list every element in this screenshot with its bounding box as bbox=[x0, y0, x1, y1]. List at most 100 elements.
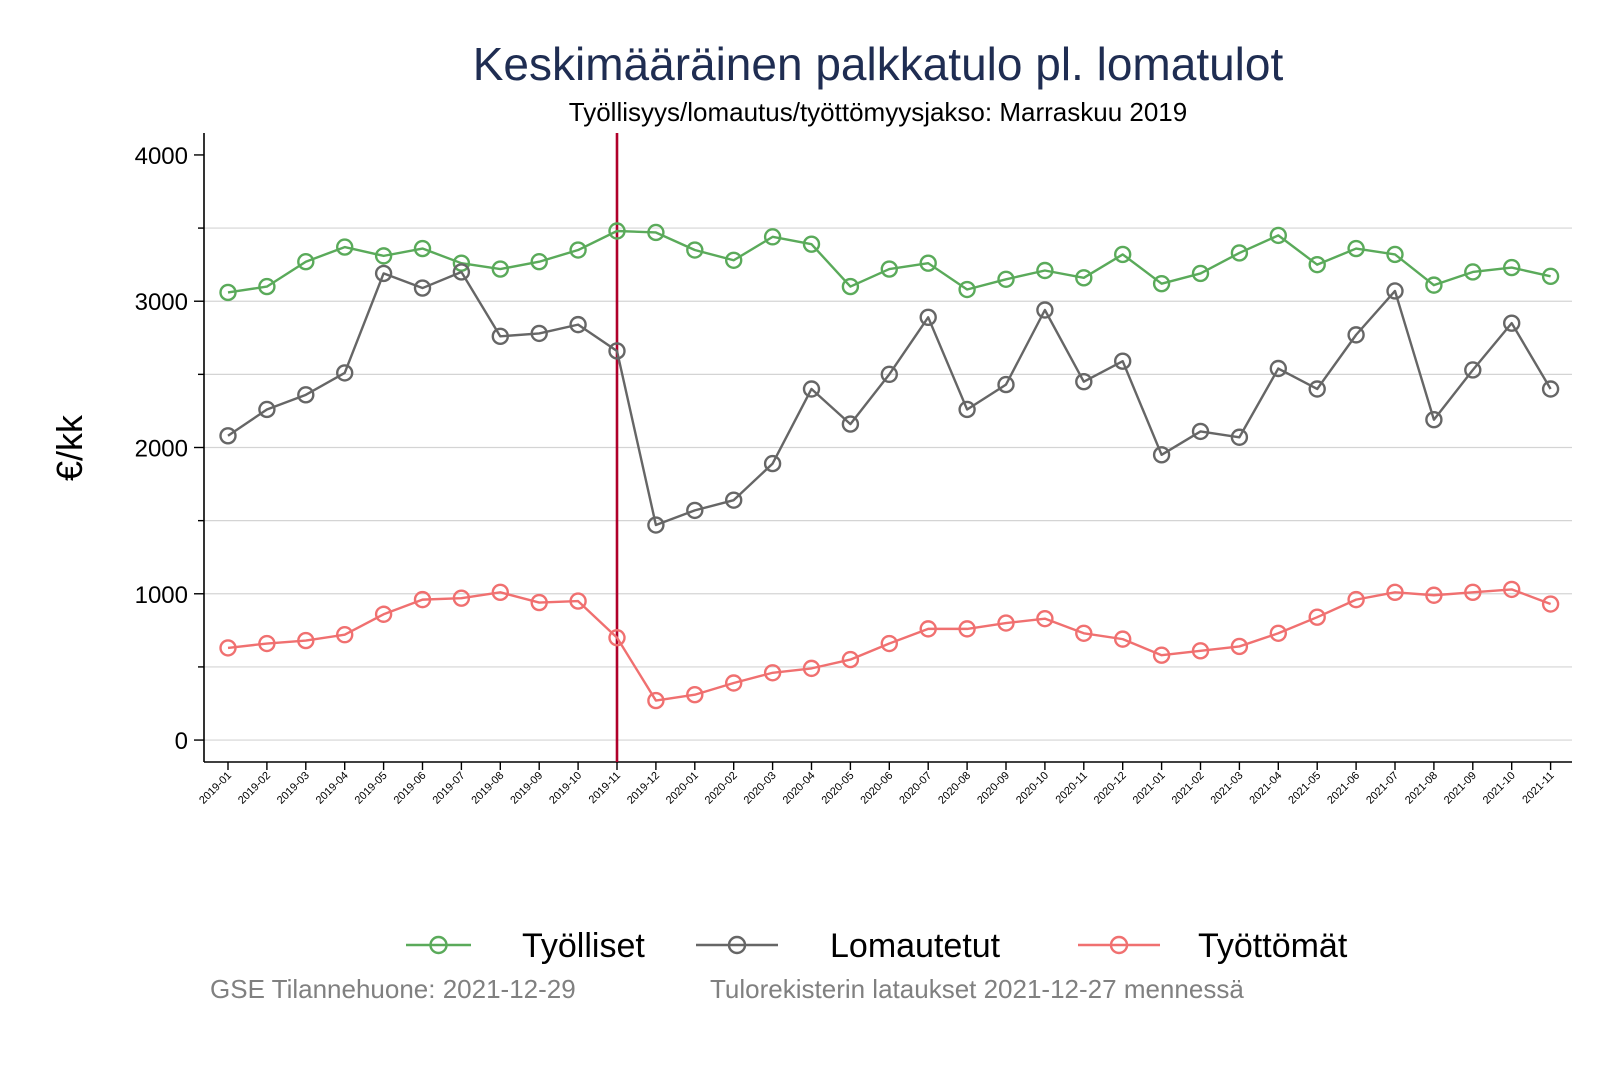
data-point bbox=[1308, 380, 1326, 398]
series-1 bbox=[219, 263, 1560, 534]
x-tick-label: 2019-12 bbox=[625, 770, 662, 807]
x-tick-label: 2021-11 bbox=[1520, 770, 1556, 806]
data-point bbox=[1464, 361, 1482, 379]
x-tick-label: 2019-01 bbox=[197, 770, 234, 807]
data-point bbox=[1425, 586, 1443, 604]
data-point bbox=[1152, 646, 1171, 664]
data-point bbox=[1541, 267, 1560, 286]
x-tick-label: 2019-09 bbox=[508, 770, 545, 807]
data-point bbox=[491, 327, 509, 346]
data-point bbox=[1075, 269, 1093, 287]
data-point bbox=[958, 280, 976, 299]
y-axis-label: €/kk bbox=[49, 414, 90, 481]
x-tick-label: 2021-06 bbox=[1325, 770, 1362, 807]
series-group bbox=[219, 222, 1560, 710]
x-tick-label: 2020-11 bbox=[1053, 770, 1089, 806]
x-tick-label: 2020-04 bbox=[781, 770, 818, 807]
data-point bbox=[374, 264, 393, 283]
y-axis-ticks: 0 1000 2000 3000 4000 bbox=[135, 143, 204, 755]
data-point bbox=[1152, 274, 1171, 293]
data-point bbox=[919, 620, 937, 638]
data-point bbox=[1113, 352, 1132, 370]
data-point bbox=[1075, 372, 1093, 391]
data-point bbox=[258, 634, 276, 653]
data-point bbox=[1464, 583, 1482, 602]
data-point bbox=[1347, 239, 1365, 258]
data-point bbox=[530, 253, 548, 271]
data-point bbox=[1036, 261, 1054, 280]
data-point bbox=[1386, 583, 1404, 602]
legend-swatch-marker bbox=[429, 935, 448, 955]
data-point bbox=[1036, 609, 1054, 628]
data-point bbox=[647, 223, 665, 242]
legend-item: Työlliset bbox=[406, 927, 645, 965]
data-point bbox=[530, 324, 548, 343]
data-point bbox=[802, 659, 821, 678]
x-tick-label: 2020-12 bbox=[1092, 770, 1129, 807]
data-point bbox=[841, 277, 860, 296]
x-tick-label: 2021-10 bbox=[1481, 770, 1518, 807]
data-point bbox=[1269, 624, 1288, 642]
data-point bbox=[763, 454, 782, 473]
legend-item: Työttömät bbox=[1078, 927, 1348, 965]
data-point bbox=[297, 253, 315, 271]
data-point bbox=[297, 631, 315, 650]
data-point bbox=[1308, 608, 1326, 626]
data-point bbox=[802, 380, 821, 398]
data-point bbox=[374, 605, 393, 623]
data-point bbox=[647, 516, 665, 534]
data-point bbox=[763, 228, 782, 246]
x-tick-label: 2020-06 bbox=[858, 770, 895, 807]
data-point bbox=[880, 260, 898, 278]
data-point bbox=[1386, 245, 1404, 264]
footer-source: GSE Tilannehuone: 2021-12-29 bbox=[210, 974, 576, 1004]
data-point bbox=[1464, 263, 1482, 281]
data-point bbox=[725, 674, 743, 692]
footer-note: Tulorekisterin lataukset 2021-12-27 menn… bbox=[710, 974, 1244, 1004]
data-point bbox=[413, 279, 432, 297]
data-point bbox=[997, 614, 1015, 632]
x-tick-label: 2020-07 bbox=[897, 770, 934, 807]
data-point bbox=[530, 593, 548, 612]
data-point bbox=[725, 251, 743, 269]
data-point bbox=[1230, 244, 1249, 262]
data-point bbox=[1386, 282, 1404, 300]
y-tick-label: 1000 bbox=[135, 582, 188, 609]
data-point bbox=[491, 260, 509, 278]
y-tick-label: 2000 bbox=[135, 436, 188, 463]
data-point bbox=[919, 308, 937, 327]
data-point bbox=[686, 241, 704, 259]
data-point bbox=[608, 342, 626, 360]
x-tick-label: 2021-09 bbox=[1442, 770, 1479, 807]
data-point bbox=[1541, 380, 1560, 398]
data-point bbox=[647, 691, 665, 710]
data-point bbox=[413, 239, 432, 258]
series-line bbox=[227, 270, 1552, 527]
data-point bbox=[258, 277, 276, 296]
legend-swatch-marker bbox=[727, 935, 747, 955]
legend-label: Työttömät bbox=[1198, 927, 1348, 965]
legend-swatch-marker bbox=[1109, 935, 1129, 955]
legend: Työlliset Lomautetut Työttömät bbox=[406, 927, 1348, 965]
data-point bbox=[686, 501, 704, 520]
x-tick-label: 2019-10 bbox=[547, 770, 584, 807]
data-point bbox=[1152, 446, 1171, 464]
data-point bbox=[763, 664, 782, 682]
x-tick-label: 2020-01 bbox=[664, 770, 701, 807]
data-point bbox=[219, 283, 237, 302]
x-tick-label: 2021-04 bbox=[1247, 770, 1284, 807]
x-tick-label: 2019-04 bbox=[314, 770, 351, 807]
data-point bbox=[413, 590, 432, 609]
series-line bbox=[227, 229, 1551, 294]
x-tick-label: 2020-05 bbox=[819, 770, 856, 807]
data-point bbox=[1113, 245, 1132, 264]
gridlines bbox=[204, 227, 1572, 741]
data-point bbox=[1036, 301, 1054, 319]
data-point bbox=[841, 415, 860, 433]
data-point bbox=[608, 628, 626, 647]
data-point bbox=[1347, 590, 1365, 609]
data-point bbox=[958, 400, 976, 419]
data-point bbox=[1191, 264, 1210, 283]
x-tick-label: 2020-09 bbox=[975, 770, 1012, 807]
